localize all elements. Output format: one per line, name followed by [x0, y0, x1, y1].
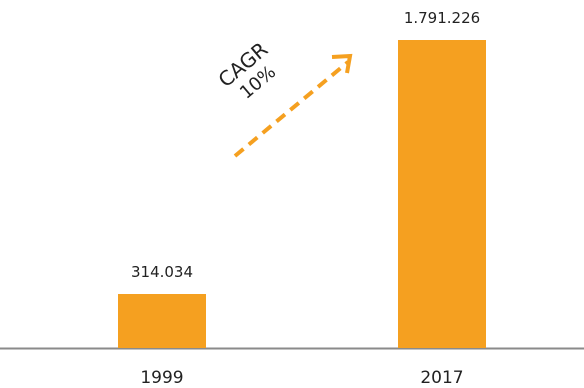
bar-1999 — [118, 294, 206, 348]
cagr-annotation: CAGR 10% — [213, 37, 280, 103]
growth-arrow-line — [233, 60, 350, 158]
data-label-2017: 1.791.226 — [404, 9, 480, 27]
growth-arrow-head — [331, 53, 353, 74]
bar-2017 — [398, 40, 486, 348]
data-label-1999: 314.034 — [131, 263, 193, 281]
x-tick-label-1999: 1999 — [140, 368, 183, 388]
x-tick-label-2017: 2017 — [420, 368, 463, 388]
